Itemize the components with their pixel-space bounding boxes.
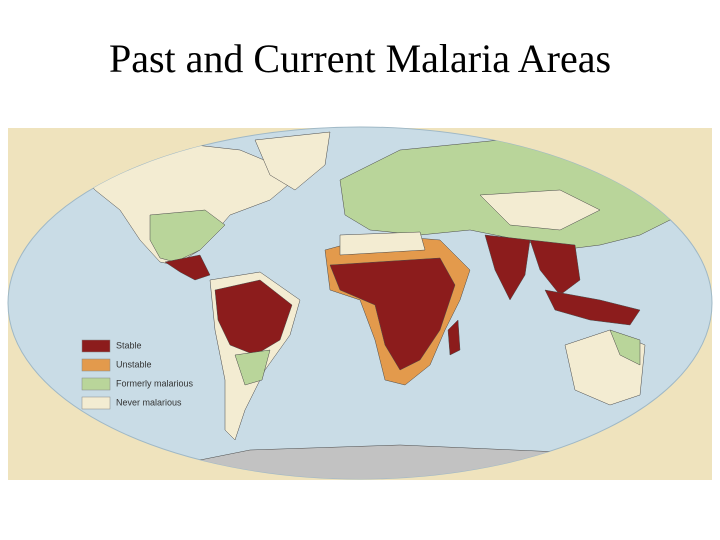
- legend-label: Stable: [116, 340, 142, 350]
- africa-stable: [329, 257, 456, 371]
- legend-label: Formerly malarious: [116, 378, 194, 388]
- central-america: [164, 254, 211, 281]
- legend-swatch: [81, 377, 111, 391]
- malaria-map: Stable Unstable Formerly malarious Never ma…: [7, 126, 713, 480]
- slide-title: Past and Current Malaria Areas: [109, 36, 611, 81]
- australia-north: [609, 329, 641, 366]
- legend: Stable Unstable Formerly malarious Never ma…: [81, 339, 194, 410]
- legend-swatch: [81, 396, 111, 410]
- greenland: [254, 131, 331, 191]
- south-america-stable: [214, 279, 293, 356]
- legend-label: Unstable: [116, 359, 152, 369]
- southeast-asia: [529, 239, 581, 296]
- legend-label: Never malarious: [116, 397, 182, 407]
- south-america-formerly: [234, 349, 271, 386]
- sahara: [339, 231, 426, 256]
- legend-swatch: [81, 358, 111, 372]
- madagascar: [447, 319, 461, 356]
- indonesia: [544, 289, 641, 326]
- central-asia: [479, 189, 601, 231]
- india: [484, 234, 531, 301]
- north-america-formerly: [149, 209, 226, 263]
- legend-swatch: [81, 339, 111, 353]
